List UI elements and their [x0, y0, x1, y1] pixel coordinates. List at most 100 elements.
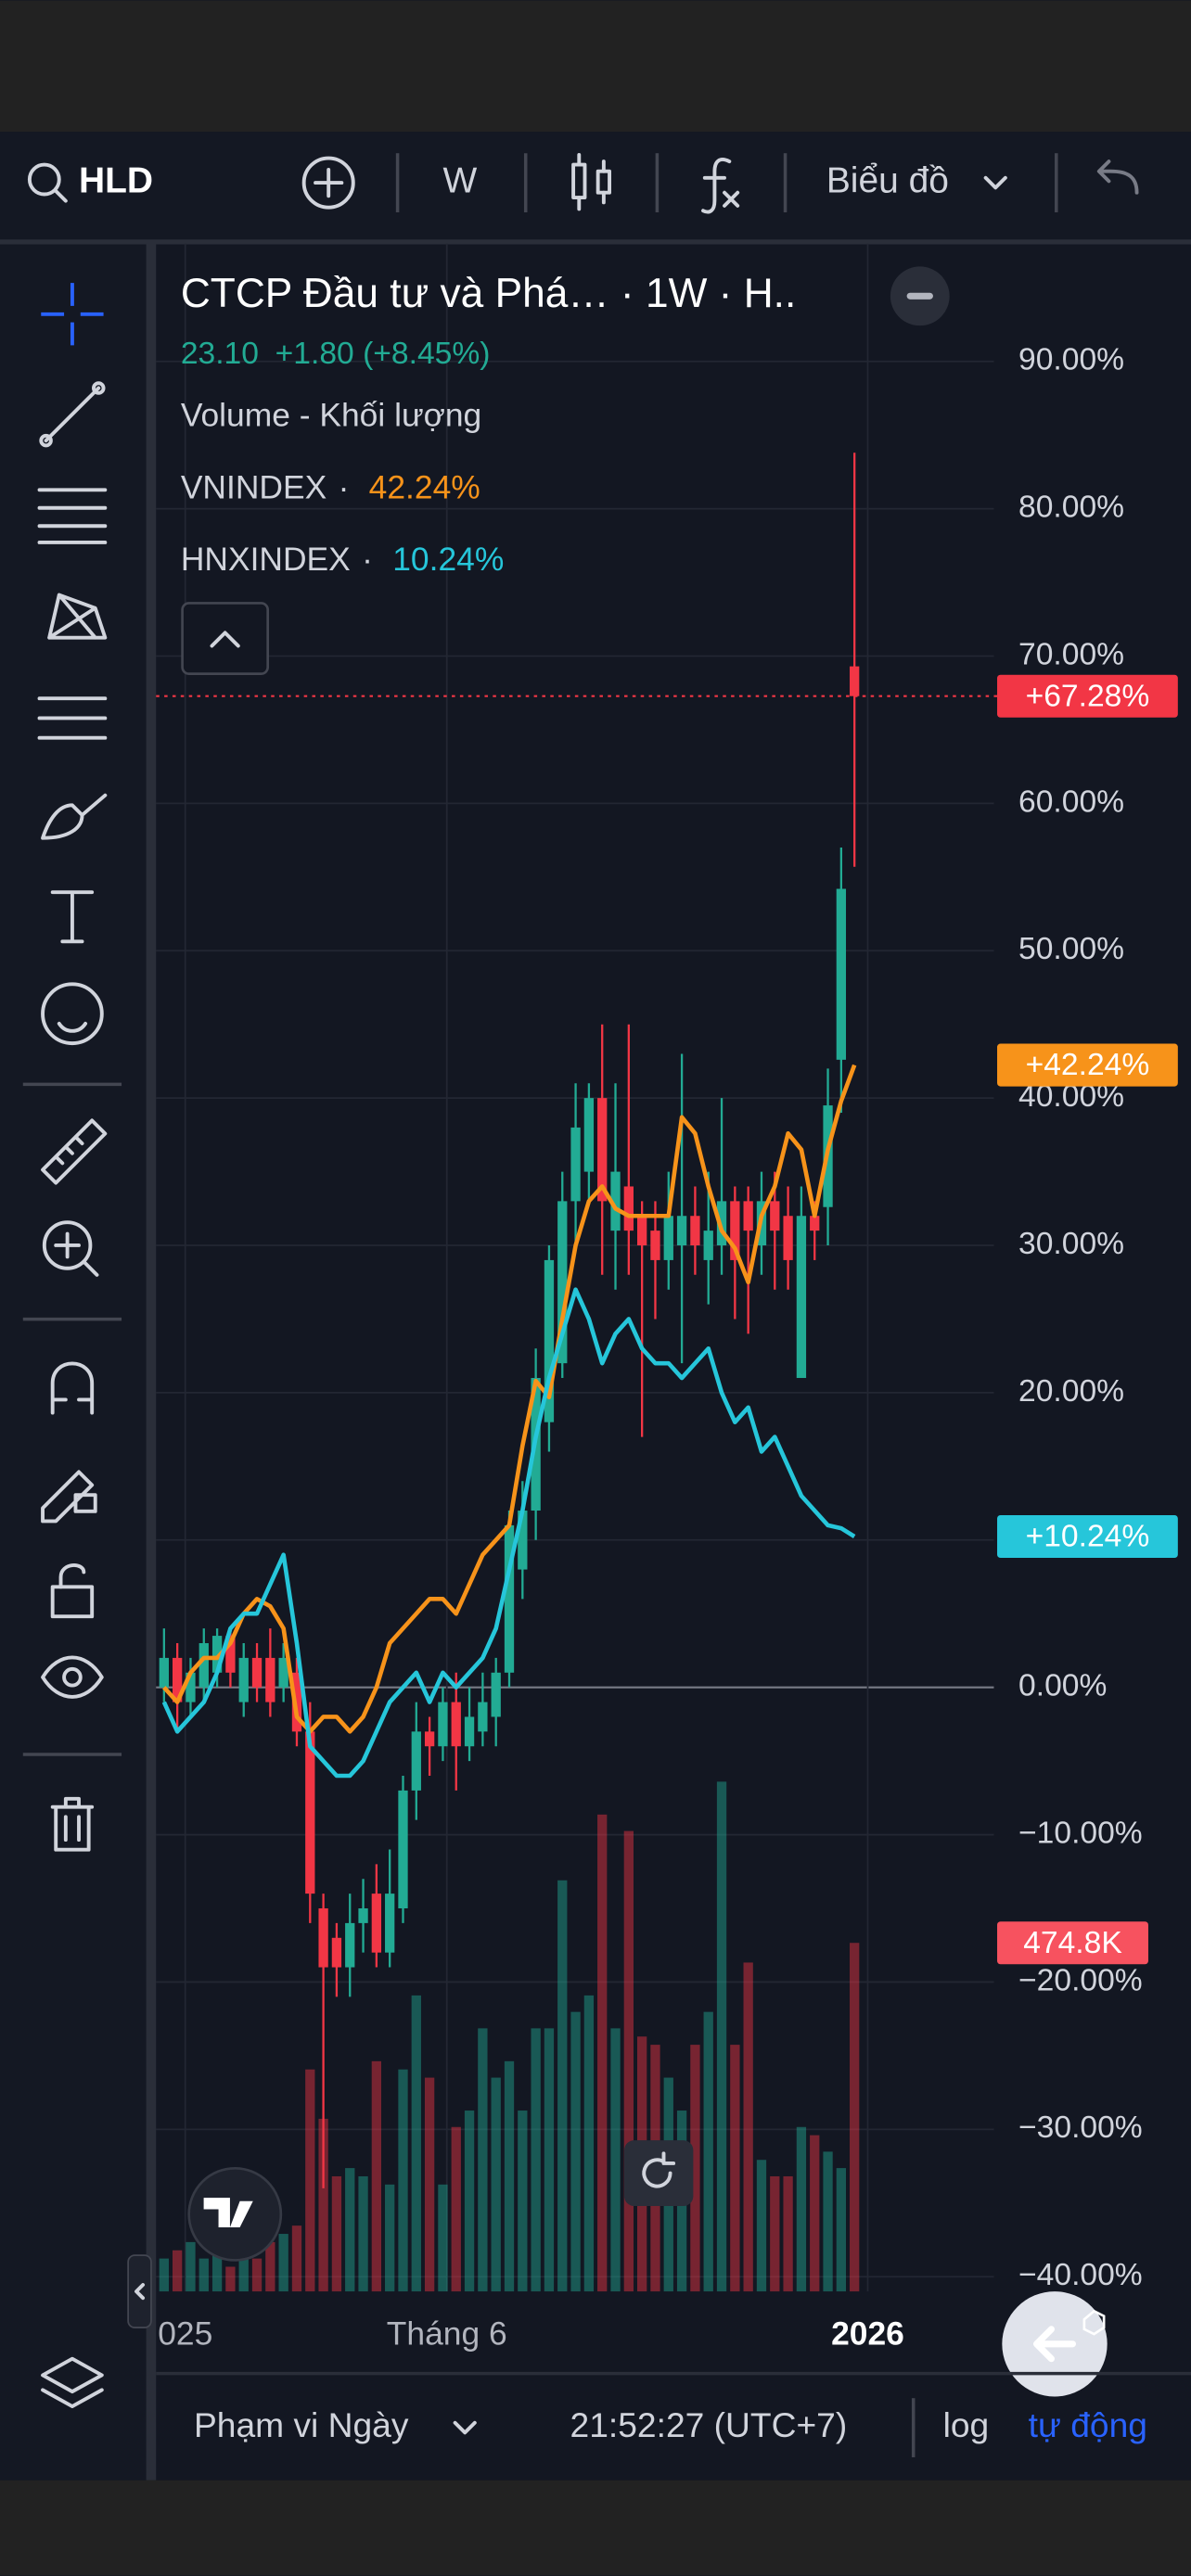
- auto-toggle[interactable]: tự động: [1029, 2405, 1147, 2444]
- candle-body: [544, 1259, 555, 1422]
- y-tick-label: −40.00%: [1018, 2258, 1143, 2292]
- volume-bar: [438, 2184, 448, 2292]
- log-toggle[interactable]: log: [943, 2405, 990, 2444]
- compare-lines: [161, 1064, 857, 1779]
- y-tick-label: 70.00%: [1018, 637, 1124, 671]
- candle-body: [796, 1216, 807, 1379]
- volume-bar: [557, 1880, 568, 2292]
- trendline-tool: [39, 433, 53, 448]
- volume-bar: [743, 1962, 753, 2292]
- search-icon: [27, 162, 61, 197]
- menu-label: Biểu đồ: [826, 160, 949, 200]
- clock[interactable]: 21:52:27 (UTC+7): [570, 2405, 848, 2444]
- interval-button[interactable]: W: [442, 160, 477, 200]
- y-tick-label: 90.00%: [1018, 343, 1124, 377]
- candle-body: [291, 1672, 302, 1732]
- trendline-tool[interactable]: [44, 386, 101, 443]
- fib-tool[interactable]: [37, 696, 108, 740]
- y-tick-label: −20.00%: [1018, 1963, 1143, 1997]
- price-tag: [997, 1514, 1178, 1559]
- hide-tool[interactable]: [41, 1655, 104, 1699]
- volume-bar: [756, 2160, 767, 2292]
- fx-icon: [723, 190, 740, 208]
- series-legend: HNXINDEX · 10.24%: [181, 542, 505, 579]
- volume-bar: [850, 1943, 860, 2292]
- volume-bar: [424, 2077, 435, 2292]
- candle-body: [358, 1908, 368, 1923]
- series-line: [161, 1287, 856, 1779]
- button-bg: [127, 2254, 152, 2328]
- lock-tool[interactable]: [50, 1585, 95, 1619]
- candle-body: [743, 1201, 753, 1231]
- volume-bar: [623, 1830, 634, 2292]
- candle-body: [730, 1201, 740, 1260]
- candle-body: [331, 1937, 342, 1968]
- back-button[interactable]: [1002, 2291, 1108, 2397]
- reset-chart-button[interactable]: [623, 2140, 694, 2207]
- candle-body: [583, 1098, 595, 1172]
- volume-bar: [504, 2060, 515, 2292]
- add-symbol-button[interactable]: [301, 156, 355, 210]
- object-tree-button[interactable]: [41, 2356, 104, 2409]
- undo-button[interactable]: [1096, 159, 1139, 195]
- candle-body: [159, 1657, 169, 1688]
- zoom-tool[interactable]: [42, 1220, 93, 1270]
- delete-tool[interactable]: [50, 1796, 95, 1852]
- grid: [156, 243, 994, 2292]
- candle-body: [251, 1657, 263, 1688]
- volume-bar: [518, 2111, 528, 2292]
- brush-tool[interactable]: [41, 793, 108, 840]
- chart-style-button[interactable]: [571, 153, 612, 211]
- collapse-toolbar-button[interactable]: [127, 2254, 152, 2328]
- price-change: +1.80 (+8.45%): [275, 337, 491, 371]
- magnet-tool[interactable]: [50, 1361, 95, 1415]
- price-tag-label: +67.28%: [1026, 679, 1150, 713]
- chevron: [453, 2420, 477, 2435]
- volume-bar: [491, 2077, 501, 2292]
- legend-toggle-button[interactable]: [181, 602, 270, 675]
- series-value: 10.24%: [392, 542, 504, 579]
- volume-bar: [265, 2241, 275, 2292]
- lines-tool[interactable]: [37, 488, 108, 544]
- range-menu[interactable]: Phạm vi Ngày: [194, 2405, 477, 2444]
- candle-body: [623, 1186, 634, 1231]
- chart-type-menu[interactable]: Biểu đồ: [826, 160, 1007, 200]
- volume-bar: [823, 2151, 833, 2292]
- text-tool[interactable]: [50, 890, 95, 944]
- candle-body: [504, 1524, 515, 1673]
- x-tick-label: Tháng 6: [387, 2315, 507, 2352]
- candle-body: [371, 1894, 382, 1953]
- candle-body: [278, 1657, 288, 1688]
- indicators-button[interactable]: [701, 158, 740, 214]
- minus-icon: [906, 292, 933, 300]
- volume-bar: [583, 1995, 595, 2292]
- volume-bar: [796, 2126, 807, 2292]
- candle-body: [676, 1216, 687, 1246]
- chart-title: CTCP Đầu tư và Phá… · 1W · H..: [181, 271, 796, 316]
- logo-mark: [203, 2198, 253, 2228]
- ruler-tool[interactable]: [41, 1118, 108, 1185]
- chevron: [983, 175, 1007, 190]
- search-button[interactable]: HLD: [27, 160, 153, 203]
- home-bar: [0, 2480, 1191, 2576]
- volume-bar: [716, 1781, 727, 2292]
- candle-body: [690, 1216, 700, 1246]
- volume-bar: [690, 2045, 700, 2292]
- candle-body: [318, 1908, 328, 1968]
- tradingview-logo[interactable]: [187, 2166, 283, 2262]
- series-name: VNINDEX: [181, 469, 327, 506]
- candle-icon: [577, 153, 606, 211]
- pattern-tool[interactable]: [47, 593, 108, 640]
- emoji-tool[interactable]: [41, 982, 104, 1046]
- candle-body: [810, 1216, 820, 1231]
- main-area: [0, 243, 1191, 2480]
- volume-bar: [770, 2175, 780, 2292]
- collapse-legend-button[interactable]: [890, 266, 950, 326]
- volume-bar: [610, 2028, 621, 2292]
- candle-body: [570, 1127, 581, 1202]
- range-label: Phạm vi Ngày: [194, 2405, 409, 2444]
- separator: ·: [339, 469, 350, 506]
- y-tick-label: 50.00%: [1018, 932, 1124, 966]
- crosshair-tool[interactable]: [41, 283, 104, 346]
- volume-bar: [703, 2011, 713, 2292]
